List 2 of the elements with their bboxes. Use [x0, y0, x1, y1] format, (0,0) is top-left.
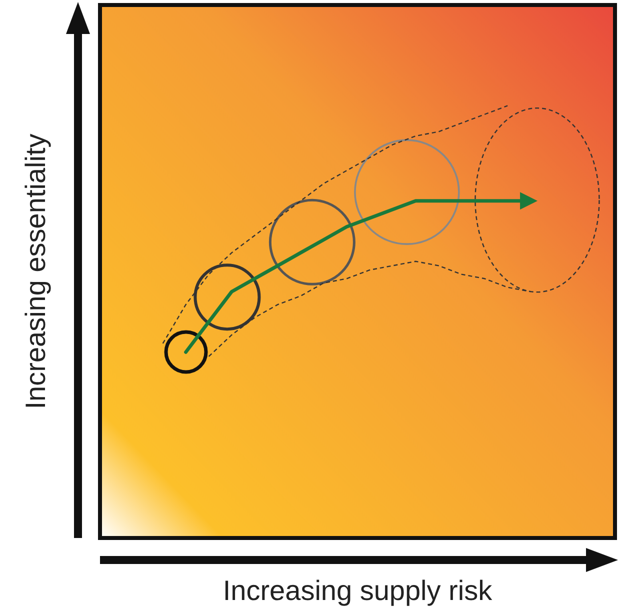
- x-axis-title: Increasing supply risk: [222, 575, 494, 606]
- y-axis-title: Increasing essentiality: [20, 134, 51, 410]
